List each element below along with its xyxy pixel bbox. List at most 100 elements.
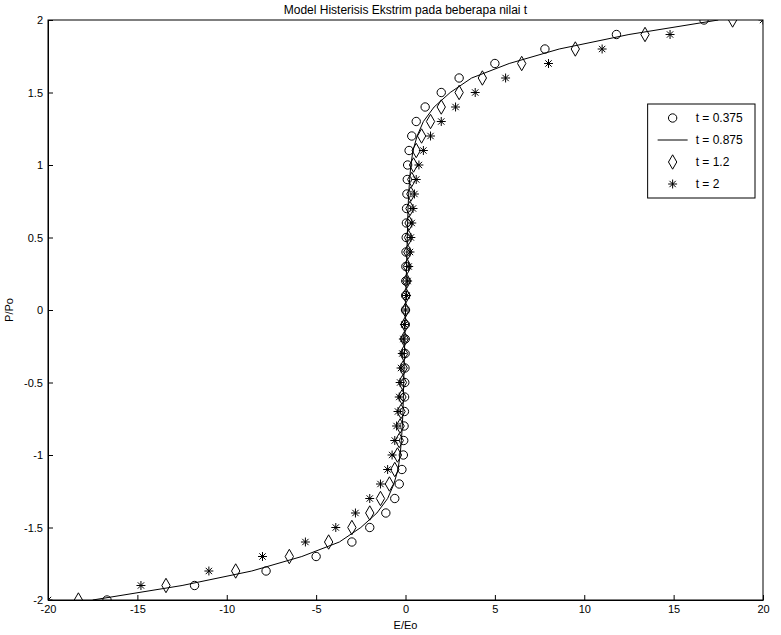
data-point <box>401 303 409 317</box>
data-point <box>401 306 410 315</box>
data-point <box>396 378 405 387</box>
data-point <box>455 85 463 99</box>
tick: -5 <box>312 595 322 615</box>
data-point <box>406 233 415 242</box>
series-line <box>93 20 719 600</box>
data-point <box>410 190 419 199</box>
tick-label: -5 <box>312 603 322 615</box>
data-point <box>598 45 607 54</box>
tick: 5 <box>492 595 498 615</box>
data-point <box>408 132 416 140</box>
tick-mark <box>137 595 138 600</box>
tick: 0 <box>37 304 53 316</box>
data-point <box>136 581 145 590</box>
tick-mark <box>584 595 585 600</box>
data-point <box>285 549 293 563</box>
tick-mark <box>316 595 317 600</box>
data-point <box>407 219 416 228</box>
data-point <box>376 491 384 505</box>
data-point <box>258 552 267 561</box>
data-point <box>399 335 408 344</box>
tick-mark <box>227 595 228 600</box>
data-point <box>426 132 435 141</box>
plot-background <box>48 20 763 600</box>
tick-label: 20 <box>757 603 769 615</box>
data-point <box>491 59 499 67</box>
tick-label: 5 <box>492 603 498 615</box>
data-point <box>437 100 445 114</box>
data-point <box>74 593 82 600</box>
data-layer <box>48 20 763 600</box>
tick-mark <box>48 310 53 311</box>
tick-label: -15 <box>130 603 146 615</box>
tick-label: 1 <box>37 159 43 171</box>
legend: t = 0.375t = 0.875t = 1.2t = 2 <box>648 104 755 198</box>
data-point <box>382 509 390 517</box>
data-point <box>376 480 385 489</box>
legend-box <box>648 104 755 198</box>
data-point <box>366 523 374 531</box>
tick-label: -1.5 <box>24 522 43 534</box>
data-point <box>398 349 407 358</box>
data-point <box>403 277 412 286</box>
data-point <box>331 523 340 532</box>
tick-label: -10 <box>219 603 235 615</box>
data-point <box>426 114 434 128</box>
data-point <box>401 317 409 331</box>
data-point <box>405 248 414 257</box>
data-point <box>388 451 397 460</box>
data-point <box>402 288 410 302</box>
data-point <box>365 494 374 503</box>
tick-mark <box>48 528 53 529</box>
data-point <box>728 20 736 27</box>
tick-mark <box>495 595 496 600</box>
legend-label: t = 0.875 <box>696 133 743 147</box>
data-point <box>301 538 310 547</box>
tick-mark <box>48 165 53 166</box>
tick: -1.5 <box>24 522 53 534</box>
data-point <box>351 509 360 518</box>
data-point <box>324 535 332 549</box>
data-point <box>400 320 409 329</box>
tick-label: 0 <box>37 304 43 316</box>
tick-label: 1.5 <box>28 87 43 99</box>
y-axis: -2-1.5-1-0.500.511.52 <box>24 14 53 606</box>
tick-label: -2 <box>33 594 43 606</box>
data-point <box>402 291 411 300</box>
data-point <box>397 364 406 373</box>
data-point <box>437 117 446 126</box>
chart: -20-15-10-505101520-2-1.5-1-0.500.511.52… <box>0 0 781 635</box>
data-point <box>366 506 374 520</box>
legend-marker <box>668 114 676 122</box>
data-point <box>348 520 356 534</box>
tick: 10 <box>579 595 591 615</box>
chart-title: Model Histerisis Ekstrim pada beberapa n… <box>284 3 528 17</box>
data-point <box>312 552 320 560</box>
data-point <box>394 407 403 416</box>
data-point <box>204 567 213 576</box>
data-point <box>478 71 486 85</box>
tick-mark <box>674 595 675 600</box>
data-point <box>395 480 403 488</box>
legend-label: t = 2 <box>696 177 720 191</box>
y-axis-title: P/Po <box>3 298 15 322</box>
data-point <box>348 538 356 546</box>
tick: 0 <box>403 595 409 615</box>
data-point <box>391 494 399 502</box>
data-point <box>383 465 392 474</box>
data-point <box>414 161 423 170</box>
data-point <box>385 477 393 491</box>
data-point <box>162 578 170 592</box>
data-point <box>419 146 428 155</box>
data-point <box>666 30 675 39</box>
tick-label: -0.5 <box>24 377 43 389</box>
data-point <box>455 74 463 82</box>
data-point <box>409 204 418 213</box>
tick: 1.5 <box>28 87 53 99</box>
data-point <box>421 103 429 111</box>
data-point <box>232 564 240 578</box>
tick-label: 0.5 <box>28 232 43 244</box>
data-point <box>641 27 649 41</box>
x-axis-title: E/Eo <box>394 619 418 631</box>
x-axis: -20-15-10-505101520 <box>41 595 770 615</box>
